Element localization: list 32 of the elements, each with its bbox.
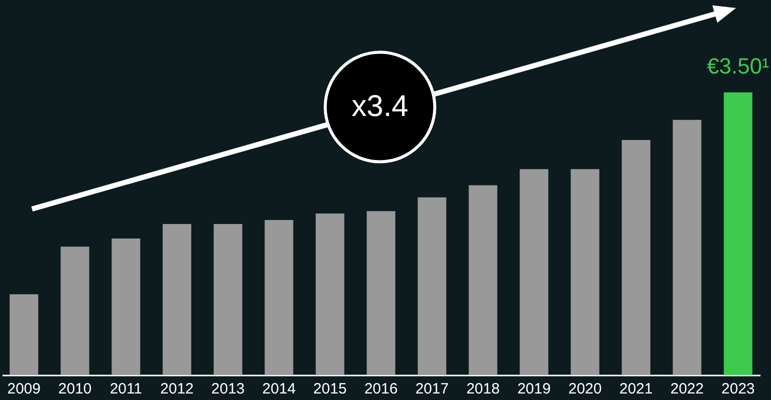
x-tick-label: 2015	[313, 380, 347, 398]
annotation: x3.4	[352, 90, 408, 123]
bar	[724, 92, 752, 375]
bar	[468, 185, 498, 375]
x-tick-label: 2020	[568, 380, 602, 398]
bar	[316, 214, 344, 375]
x-tick-label: 2019	[517, 380, 551, 398]
x-tick-label: 2013	[211, 380, 245, 398]
x-tick-label: 2011	[110, 380, 142, 398]
x-tick-label: 2023	[721, 380, 755, 398]
bar	[418, 197, 446, 375]
bar	[112, 238, 140, 375]
x-tick-label: 2009	[7, 380, 41, 398]
x-tick-label: 2016	[364, 380, 398, 398]
x-tick-label: 2018	[466, 380, 500, 398]
x-tick-label: 2014	[262, 380, 296, 398]
x-tick-label: 2010	[58, 380, 92, 398]
bar	[672, 120, 702, 375]
bar	[622, 140, 650, 375]
bar	[60, 246, 90, 375]
bar	[214, 224, 242, 375]
data-label: €3.50¹	[706, 53, 770, 78]
bar	[264, 220, 294, 375]
x-tick-label: 2022	[670, 380, 704, 398]
x-tick-label: 2012	[160, 380, 194, 398]
bar	[366, 211, 396, 375]
bar	[162, 224, 192, 375]
x-tick-label: 2021	[619, 380, 653, 398]
bar	[10, 294, 38, 375]
bar	[570, 169, 600, 375]
bar	[520, 169, 548, 375]
x-tick-label: 2017	[415, 380, 449, 398]
